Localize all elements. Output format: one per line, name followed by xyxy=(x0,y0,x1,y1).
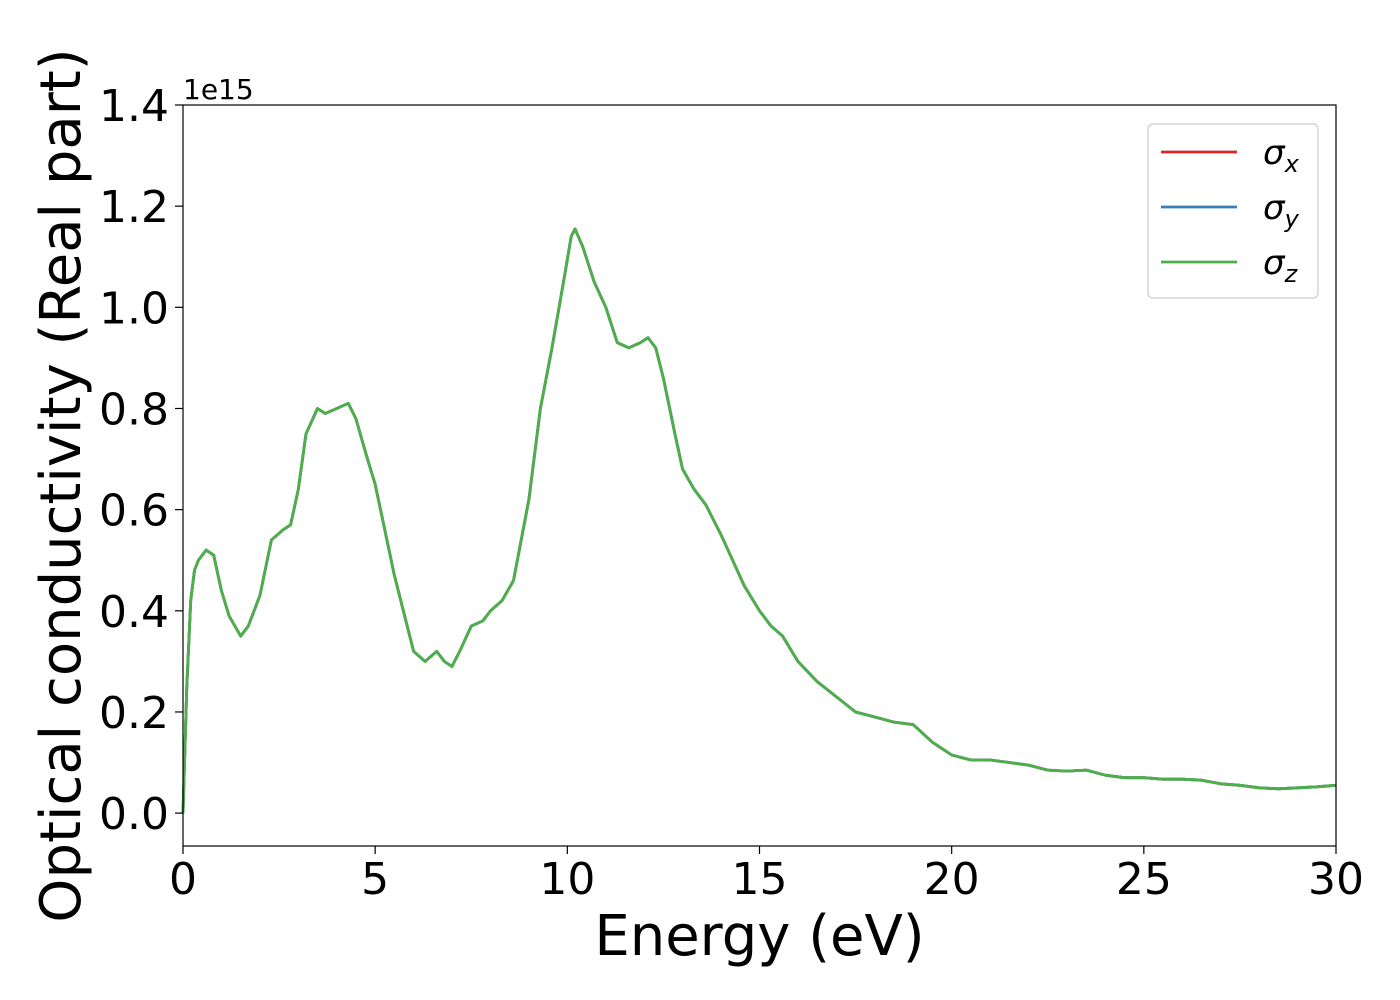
legend-label: σz xyxy=(1263,243,1299,288)
x-tick-label: 5 xyxy=(361,854,389,905)
x-tick-label: 20 xyxy=(924,854,980,905)
y-tick-label: 1.0 xyxy=(99,283,169,334)
y-tick-label: 1.4 xyxy=(99,81,169,132)
y-tick-label: 0.6 xyxy=(99,486,169,537)
legend: σx σy σz xyxy=(1147,123,1319,299)
legend-box xyxy=(1147,123,1319,299)
legend-label: σy xyxy=(1263,188,1300,233)
x-tick-label: 10 xyxy=(539,854,595,905)
y-axis-label: Optical conductivity (Real part) xyxy=(29,48,94,922)
legend-label: σx xyxy=(1263,133,1300,178)
x-tick-label: 0 xyxy=(169,854,197,905)
y-tick-label: 1.2 xyxy=(99,182,169,233)
y-tick-label: 0.0 xyxy=(99,789,169,840)
y-offset-label: 1e15 xyxy=(183,73,254,106)
x-tick-label: 25 xyxy=(1116,854,1172,905)
series-layer xyxy=(181,227,1337,814)
y-tick-label: 0.2 xyxy=(99,688,169,739)
y-tick-label: 0.4 xyxy=(99,587,169,638)
series-line-3 xyxy=(181,227,1337,814)
x-tick-label: 15 xyxy=(732,854,788,905)
x-tick-label: 30 xyxy=(1308,854,1364,905)
y-axis-ticks: 0.0 0.2 0.4 0.6 0.8 1.0 1.2 1.4 xyxy=(99,81,183,840)
legend-items: σx σy σz xyxy=(1161,133,1300,288)
x-axis-ticks: 0 5 10 15 20 25 30 xyxy=(169,846,1364,905)
x-axis-label: Energy (eV) xyxy=(594,904,924,969)
y-tick-label: 0.8 xyxy=(99,384,169,435)
